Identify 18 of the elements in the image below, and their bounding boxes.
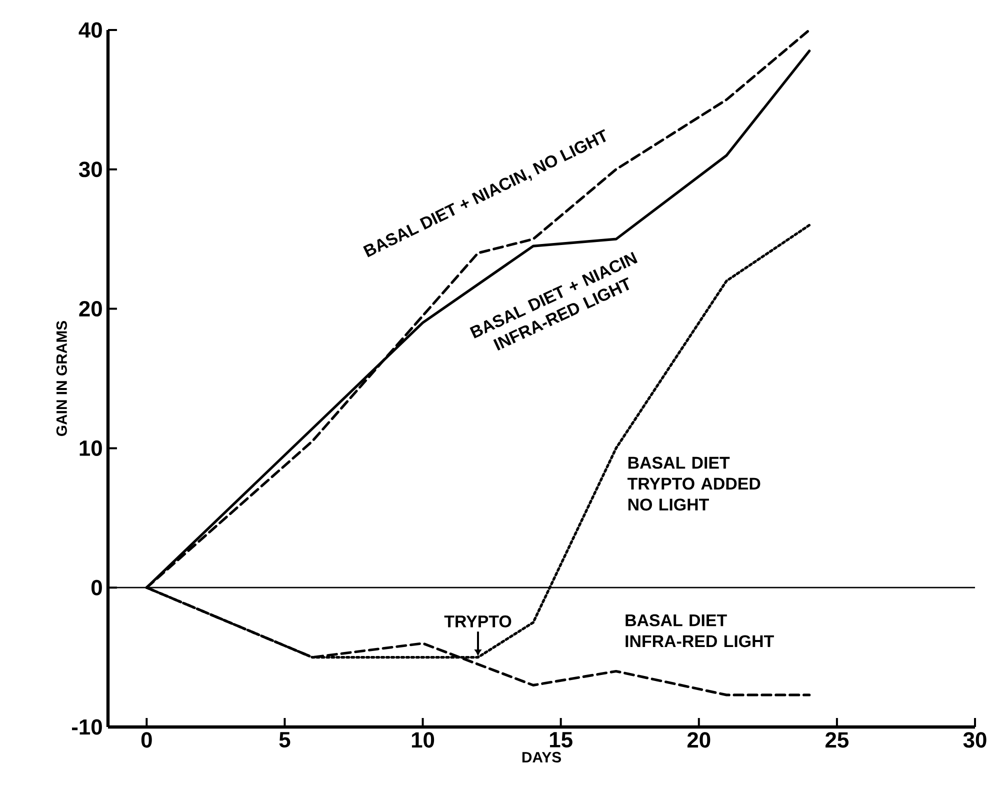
y-tick-label: -10: [72, 719, 102, 735]
x-tick-label: 0: [141, 732, 152, 748]
series-label: BASAL DIET TRYPTO ADDED NO LIGHT: [627, 456, 760, 511]
x-tick-label: 25: [826, 732, 849, 748]
x-tick-label: 20: [687, 732, 710, 748]
series-label: BASAL DIET INFRA-RED LIGHT: [626, 614, 774, 648]
y-tick-label: 0: [91, 580, 102, 596]
y-tick-label: 40: [78, 22, 102, 38]
x-tick-label: 15: [550, 732, 572, 748]
y-axis-title: GAIN IN GRAMS: [56, 320, 67, 436]
annotation: TRYPTO: [444, 615, 512, 628]
x-tick-label: 5: [279, 732, 290, 748]
x-tick-label: 10: [412, 732, 434, 748]
x-tick-label: 30: [963, 732, 986, 748]
x-axis-title: DAYS: [522, 752, 561, 762]
y-tick-label: 10: [80, 440, 102, 456]
y-tick-label: 30: [78, 162, 102, 178]
y-tick-label: 20: [79, 301, 102, 317]
